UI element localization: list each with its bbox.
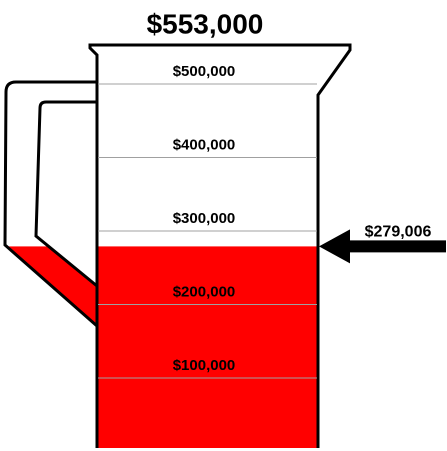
y-tick-label: $500,000 <box>173 63 236 80</box>
y-tick-label: $300,000 <box>173 210 236 227</box>
chart-title: $553,000 <box>147 8 264 39</box>
handle-fill <box>0 246 97 451</box>
value-label: $279,006 <box>365 224 432 241</box>
fills <box>0 246 318 451</box>
y-tick-label: $400,000 <box>173 136 236 153</box>
y-tick-label: $100,000 <box>173 357 236 374</box>
y-tick-label: $200,000 <box>173 283 236 300</box>
chart: $553,000 $279,006 $100,000 $200,000 $300,00… <box>0 0 447 451</box>
fill-level <box>97 246 318 451</box>
page: {"chart_data": {"type": "gauge", "title"… <box>0 0 447 451</box>
